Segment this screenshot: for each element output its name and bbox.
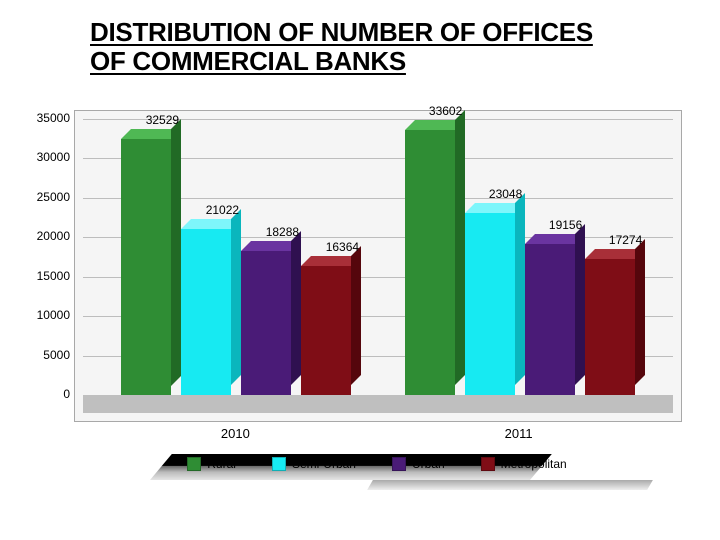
legend-swatch-semiurban [272, 457, 286, 471]
legend-label-rural: Rural [207, 457, 236, 471]
y-tick-label: 10000 [30, 308, 70, 322]
plot-area: 3252921022182881636433602230481915617274 [83, 119, 673, 413]
y-tick-label: 15000 [30, 269, 70, 283]
legend-item-urban: Urban [392, 457, 445, 471]
chart-container: 0 5000 10000 15000 20000 25000 30000 35000 3252… [30, 110, 690, 500]
bar [405, 130, 455, 395]
bar [241, 251, 291, 395]
chart-title: DISTRIBUTION OF NUMBER OF OFFICES OF COM… [0, 0, 720, 81]
bars-layer: 3252921022182881636433602230481915617274 [83, 127, 673, 395]
bar-value-label: 18288 [266, 225, 299, 239]
bar-value-label: 17274 [609, 233, 642, 247]
legend-label-urban: Urban [412, 457, 445, 471]
y-tick-label: 20000 [30, 229, 70, 243]
legend-item-semiurban: Semi-Urban [272, 457, 356, 471]
legend-label-semiurban: Semi-Urban [292, 457, 356, 471]
legend-item-rural: Rural [187, 457, 236, 471]
legend: Rural Semi-Urban Urban Metropolitan [74, 450, 680, 478]
y-tick-label: 35000 [30, 111, 70, 125]
bar-value-label: 23048 [489, 187, 522, 201]
decorative-shadow-light [367, 480, 653, 490]
bar [121, 139, 171, 396]
bar-value-label: 19156 [549, 218, 582, 232]
bar [181, 229, 231, 395]
legend-swatch-urban [392, 457, 406, 471]
bar [585, 259, 635, 395]
plot-frame: 3252921022182881636433602230481915617274 [74, 110, 682, 422]
legend-label-metropolitan: Metropolitan [501, 457, 567, 471]
bar-value-label: 32529 [146, 113, 179, 127]
x-category-label: 2010 [221, 426, 250, 441]
bar-value-label: 21022 [206, 203, 239, 217]
x-category-label: 2011 [505, 426, 533, 441]
chart-floor [83, 395, 673, 413]
bar [301, 266, 351, 395]
bar [525, 244, 575, 395]
y-tick-label: 30000 [30, 150, 70, 164]
bar [465, 213, 515, 395]
legend-swatch-rural [187, 457, 201, 471]
bar-value-label: 16364 [326, 240, 359, 254]
y-tick-label: 5000 [30, 348, 70, 362]
legend-item-metropolitan: Metropolitan [481, 457, 567, 471]
bar-value-label: 33602 [429, 104, 462, 118]
y-tick-label: 0 [30, 387, 70, 401]
y-tick-label: 25000 [30, 190, 70, 204]
legend-swatch-metropolitan [481, 457, 495, 471]
